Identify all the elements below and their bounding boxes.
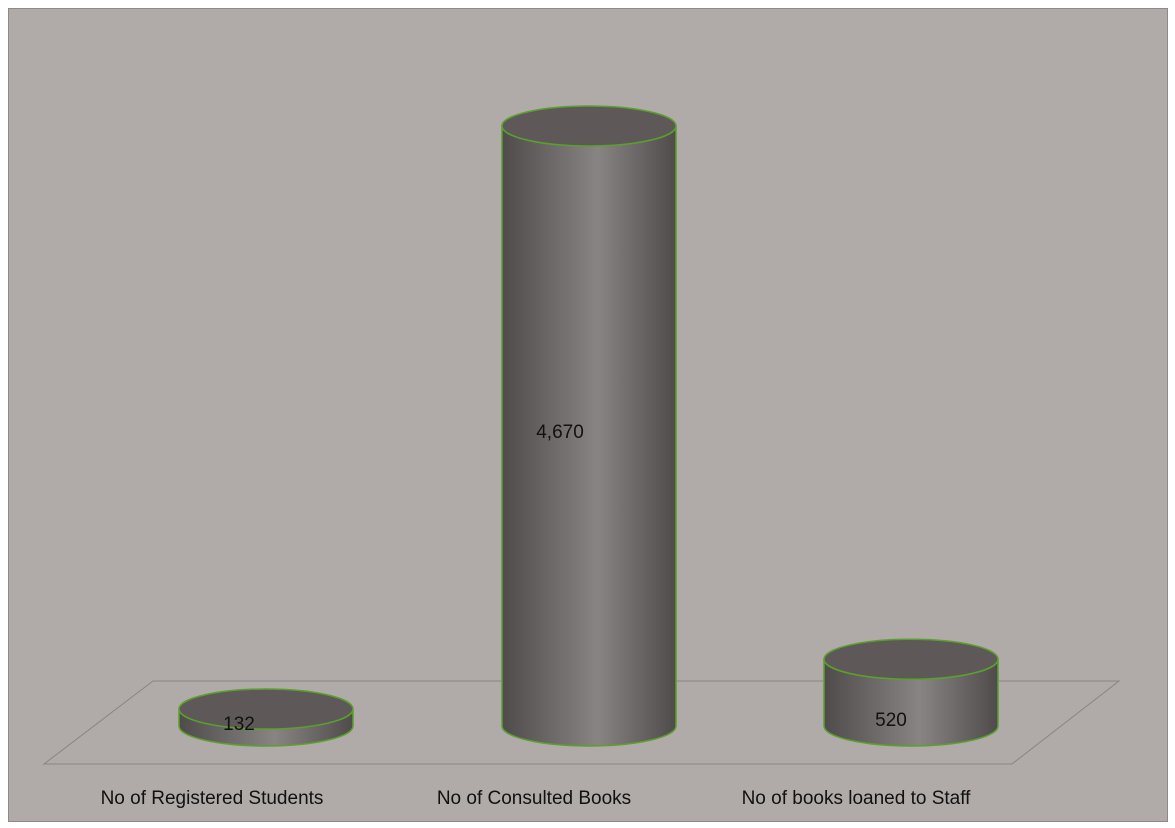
labels-group: 132 No of Registered Students 4,670 No of C… — [101, 422, 972, 809]
category-label: No of Registered Students — [101, 788, 324, 809]
value-label: 4,670 — [536, 422, 584, 443]
bar-no-of-consulted-books — [501, 105, 677, 747]
bars-group — [178, 105, 999, 747]
bar-no-of-books-loaned-to-staff — [823, 638, 999, 747]
category-label: No of books loaned to Staff — [742, 788, 972, 809]
chart-floor — [42, 680, 1121, 765]
value-label: 132 — [223, 714, 255, 735]
bar-no-of-registered-students — [178, 688, 354, 747]
bar-top — [178, 688, 354, 730]
bar-body — [501, 125, 677, 747]
category-label: No of Consulted Books — [437, 788, 631, 809]
value-label: 520 — [875, 710, 907, 731]
bar-top — [501, 105, 677, 147]
chart-frame: 132 No of Registered Students 4,670 No of C… — [8, 8, 1168, 822]
bar-top — [823, 638, 999, 680]
chart-svg: 132 No of Registered Students 4,670 No of C… — [9, 9, 1167, 821]
